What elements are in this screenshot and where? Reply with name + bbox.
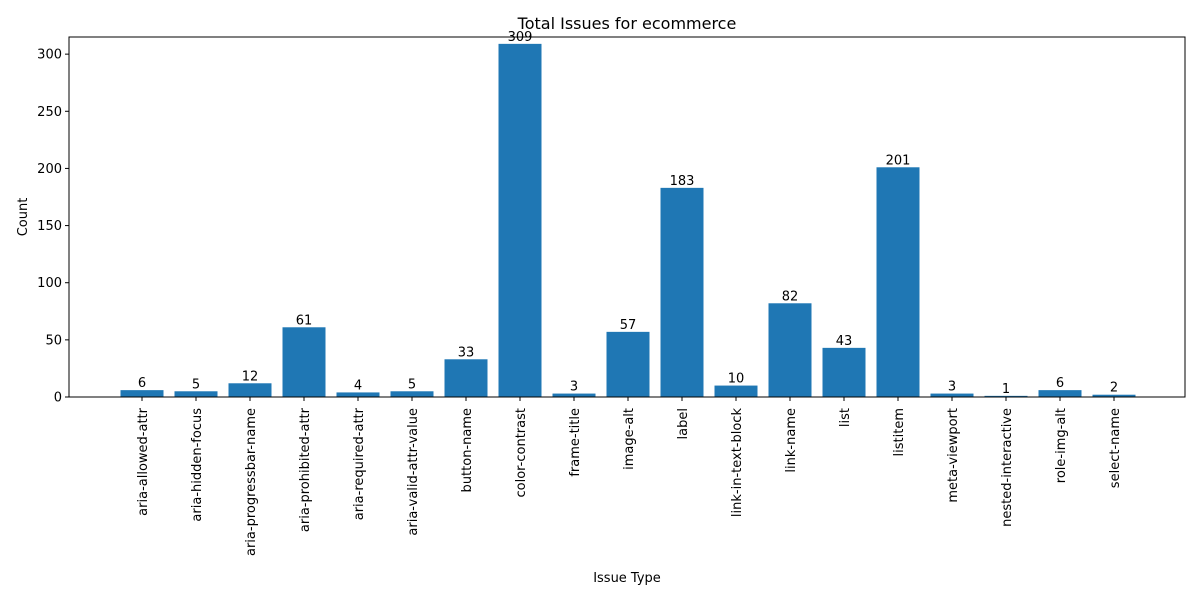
bar-select-name xyxy=(1092,394,1136,397)
bar-listitem xyxy=(876,167,920,397)
bar-link-in-text-block xyxy=(714,385,758,397)
chart-title: Total Issues for ecommerce xyxy=(517,14,737,33)
y-tick-label: 200 xyxy=(37,162,62,177)
bar-aria-progressbar-name xyxy=(228,383,272,397)
bar-value-label: 201 xyxy=(886,153,911,168)
x-axis: aria-allowed-attr aria-hidden-focus aria-p… xyxy=(136,397,1123,556)
bar-value-label: 43 xyxy=(836,334,853,349)
bar-value-label: 6 xyxy=(1056,376,1064,391)
x-tick-label: aria-progressbar-name xyxy=(244,408,259,556)
x-tick-label: select-name xyxy=(1108,408,1123,488)
x-tick-label: frame-title xyxy=(568,408,583,477)
x-tick-label: label xyxy=(676,408,691,439)
bar-image-alt xyxy=(606,331,650,397)
bar-value-label: 6 xyxy=(138,376,146,391)
bar-aria-valid-attr-value xyxy=(390,391,434,397)
y-tick-label: 100 xyxy=(37,276,62,291)
y-tick-label: 50 xyxy=(45,333,62,348)
x-tick-label: aria-prohibited-attr xyxy=(298,407,313,532)
bar-value-label: 61 xyxy=(296,313,313,328)
x-tick-label: aria-hidden-focus xyxy=(190,408,205,522)
bar-value-label: 12 xyxy=(242,369,259,384)
bar-button-name xyxy=(444,359,488,397)
x-tick-label: button-name xyxy=(460,408,475,492)
bar-value-label: 5 xyxy=(408,377,416,392)
bar-list xyxy=(822,347,866,397)
y-tick-label: 0 xyxy=(54,391,62,406)
x-tick-label: meta-viewport xyxy=(946,408,961,503)
bar-value-label: 10 xyxy=(728,372,745,387)
x-tick-label: image-alt xyxy=(622,408,637,470)
bar-value-label: 183 xyxy=(670,174,695,189)
bar-link-name xyxy=(768,303,812,397)
bar-value-label: 2 xyxy=(1110,381,1118,396)
x-tick-label: list xyxy=(838,408,853,427)
bar-value-label: 3 xyxy=(570,380,578,395)
y-tick-label: 150 xyxy=(37,219,62,234)
y-axis: 0 50 100 150 200 250 300 xyxy=(37,48,69,406)
bar-value-label: 57 xyxy=(620,318,637,333)
x-tick-label: aria-allowed-attr xyxy=(136,407,151,515)
bar-label xyxy=(660,187,704,397)
x-tick-label: color-contrast xyxy=(514,408,529,498)
y-axis-label: Count xyxy=(16,198,31,237)
x-tick-label: nested-interactive xyxy=(1000,408,1015,527)
x-tick-label: link-name xyxy=(784,408,799,473)
plot-frame xyxy=(68,36,1186,398)
bar-color-contrast xyxy=(498,43,542,397)
y-tick-label: 300 xyxy=(37,48,62,63)
bar-value-label: 4 xyxy=(354,378,362,393)
x-tick-label: role-img-alt xyxy=(1054,408,1069,483)
y-tick-label: 250 xyxy=(37,105,62,120)
x-tick-label: aria-required-attr xyxy=(352,407,367,520)
bar-value-label: 33 xyxy=(458,345,475,360)
bar-aria-required-attr xyxy=(336,392,380,397)
bar-value-label: 5 xyxy=(192,377,200,392)
bar-frame-title xyxy=(552,393,596,397)
bar-nested-interactive xyxy=(984,395,1028,397)
bar-aria-hidden-focus xyxy=(174,391,218,397)
bar-value-label: 82 xyxy=(782,289,799,304)
bar-meta-viewport xyxy=(930,393,974,397)
bar-value-label: 3 xyxy=(948,380,956,395)
x-tick-label: aria-valid-attr-value xyxy=(406,408,421,536)
x-tick-label: listitem xyxy=(892,408,907,456)
bar-role-img-alt xyxy=(1038,390,1082,397)
x-axis-label: Issue Type xyxy=(593,571,661,586)
bar-value-label: 1 xyxy=(1002,382,1010,397)
bar-aria-prohibited-attr xyxy=(282,327,326,397)
bar-aria-allowed-attr xyxy=(120,390,164,397)
bars-group xyxy=(120,43,1136,397)
x-tick-label: link-in-text-block xyxy=(730,408,745,518)
